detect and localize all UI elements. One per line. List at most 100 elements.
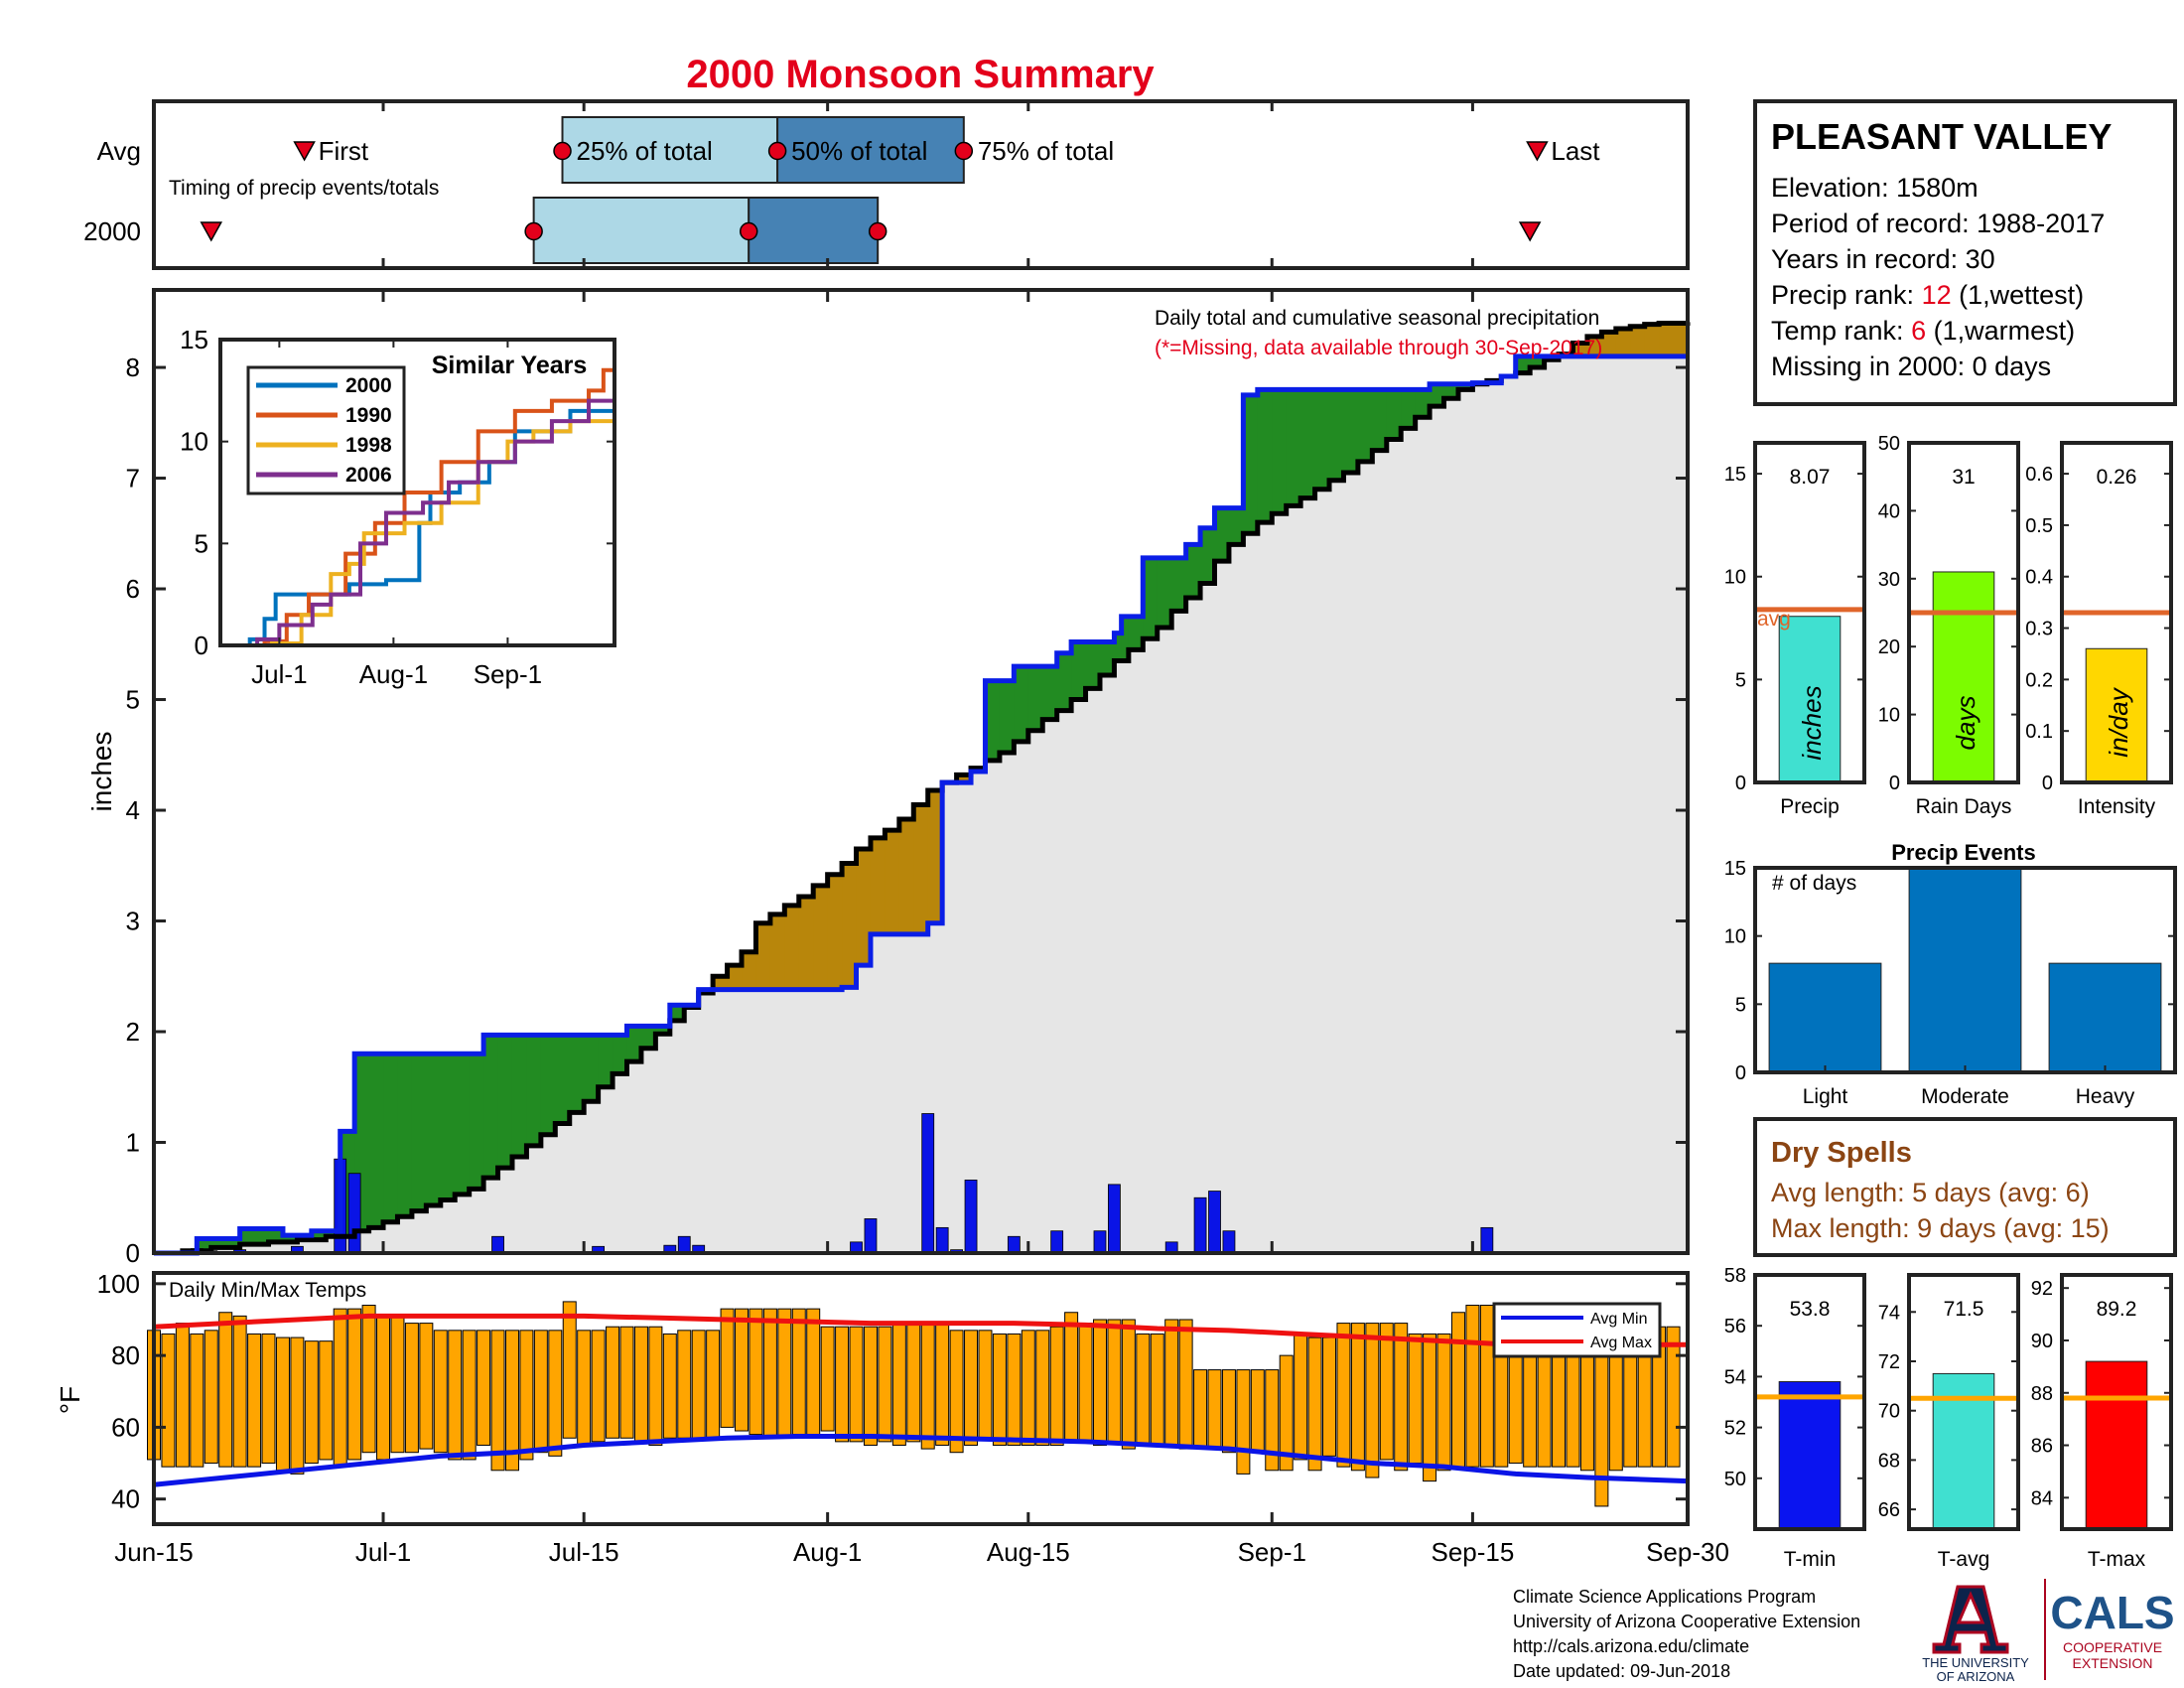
year-cumulative-line (154, 320, 1691, 1256)
intensity_stat-bar (2085, 647, 2148, 783)
cumulative-fill-segment (1027, 730, 1043, 1253)
deviation-fill-segment (626, 1026, 642, 1062)
temp-range-bar (849, 1326, 864, 1443)
events-category-label: Light (1803, 1085, 1848, 1108)
temp-range-bar (1250, 1369, 1265, 1454)
daily-precip-bar (491, 1235, 504, 1254)
temp-range-bar (275, 1336, 290, 1472)
daily-precip-bar (1480, 1226, 1494, 1254)
cumulative-fill-segment (856, 965, 872, 1253)
temp-range-bar (1307, 1336, 1322, 1472)
deviation-fill-segment (411, 1054, 427, 1211)
cals-logo-text: CALS (2050, 1587, 2174, 1638)
deviation-fill-segment (239, 1228, 270, 1245)
inset-title: Similar Years (432, 352, 588, 379)
raindays-stat-value: 31 (1952, 466, 1975, 489)
tmin_stat-ytick-label: 54 (1724, 1366, 1746, 1388)
raindays_stat-ytick-label: 40 (1878, 500, 1900, 522)
avg-last-marker (1526, 141, 1549, 162)
temp-range-bar (691, 1330, 706, 1439)
year-p75-marker (868, 221, 887, 241)
main-ytick-label: 1 (126, 1128, 140, 1158)
cumulative-fill-segment (1200, 583, 1216, 1253)
temp-range-bar (1207, 1369, 1222, 1450)
daily-precip-bar (864, 1218, 878, 1254)
cumulative-fill-segment (1544, 359, 1560, 1253)
temp-range-bar (319, 1340, 334, 1461)
deviation-fill-segment (1401, 389, 1417, 429)
date-xtick-label: Sep-1 (1238, 1537, 1306, 1567)
deviation-fill-segment (913, 804, 929, 934)
precip-stat-value: 8.07 (1790, 466, 1831, 489)
temp-range-bar (1436, 1333, 1451, 1472)
tmin_stat-frame (1753, 1273, 1866, 1531)
deviation-fill-segment (1586, 336, 1602, 356)
temp-range-bar (361, 1305, 376, 1454)
intensity_stat-ytick-label: 0 (2042, 773, 2053, 794)
main-ytick-label: 0 (126, 1238, 140, 1268)
deviation-fill-segment (1121, 616, 1130, 661)
main-ytick-label: 3 (126, 907, 140, 936)
cumulative-fill-segment (411, 1210, 427, 1253)
cumulative-fill-segment (483, 1178, 499, 1253)
raindays_stat-frame (1907, 441, 2020, 784)
inset-legend-label: 2000 (345, 374, 392, 397)
cumulative-fill-segment (1572, 355, 1588, 1253)
cumulative-fill-segment (669, 1020, 685, 1253)
cumulative-fill-segment (842, 987, 858, 1253)
date-xtick-label: Jul-1 (355, 1537, 411, 1567)
deviation-fill-segment (526, 1035, 542, 1146)
deviation-fill-segment (798, 896, 814, 990)
tmin_stat-ytick-label: 58 (1724, 1265, 1746, 1287)
avg-min-line (153, 1433, 1689, 1487)
events-annotation: # of days (1772, 872, 1856, 895)
tmax-stat-value: 89.2 (2097, 1298, 2137, 1321)
tavg-stat-value: 71.5 (1944, 1298, 1984, 1321)
cumulative-fill-segment (985, 760, 1001, 1253)
avg-first-marker (293, 141, 316, 162)
year-p50-marker (739, 221, 758, 241)
events-bar-moderate (1908, 867, 2022, 1073)
deviation-fill-segment (455, 1054, 471, 1195)
deviation-fill-segment (1185, 544, 1201, 598)
temp-ytick-label: 60 (111, 1412, 140, 1442)
tmin-stat-value: 53.8 (1790, 1298, 1831, 1321)
cumulative-fill-segment (727, 989, 743, 1253)
cumulative-fill-segment (698, 992, 714, 1253)
cumulative-fill-segment (1157, 628, 1172, 1253)
temp-range-bar (1236, 1369, 1251, 1475)
events-ytick-label: 5 (1735, 994, 1746, 1016)
temp-range-bar (347, 1308, 362, 1461)
temp-range-bar (1078, 1323, 1093, 1443)
cumulative-fill-segment (1114, 660, 1123, 1253)
avg-cumulative-line (154, 353, 1688, 1256)
inset-series-2006 (220, 398, 614, 647)
deviation-fill-segment (311, 1230, 327, 1240)
inset-ytick-label: 0 (195, 631, 208, 660)
year-p25-marker (524, 221, 543, 241)
deviation-fill-segment (1171, 557, 1187, 612)
inset-ytick-label: 10 (180, 427, 208, 457)
deviation-fill-segment (813, 885, 829, 990)
cumulative-fill-segment (1143, 638, 1159, 1253)
cumulative-precip-chart: 0 1 2 3 4 5 6 7 8 inches Daily total and cumulat… (86, 288, 1691, 1268)
deviation-fill-segment (569, 1035, 585, 1113)
temp-range-bar (935, 1323, 950, 1446)
deviation-fill-segment (1071, 641, 1087, 700)
temp-range-bar (1408, 1333, 1423, 1465)
deviation-fill-segment (1099, 641, 1115, 675)
avg-p25-marker (553, 141, 572, 161)
deviation-fill-segment (397, 1054, 413, 1217)
deviation-fill-segment (1200, 527, 1216, 584)
temp-range-bar (648, 1326, 663, 1446)
cumulative-fill-segment (497, 1168, 513, 1253)
raindays_stat-ytick-label: 30 (1878, 569, 1900, 591)
avg-max-line (153, 1313, 1688, 1347)
precip-events-chart: Light Moderate Heavy 0 5 10 15 (1724, 858, 2177, 1108)
deviation-fill-segment (1228, 507, 1244, 545)
cumulative-fill-segment (1501, 375, 1517, 1253)
cumulative-fill-segment (1586, 355, 1602, 1253)
cumulative-fill-segment (1472, 383, 1488, 1253)
timing-row-year-label: 2000 (83, 216, 141, 246)
precip-stat-inner-label: inches (1797, 685, 1827, 760)
